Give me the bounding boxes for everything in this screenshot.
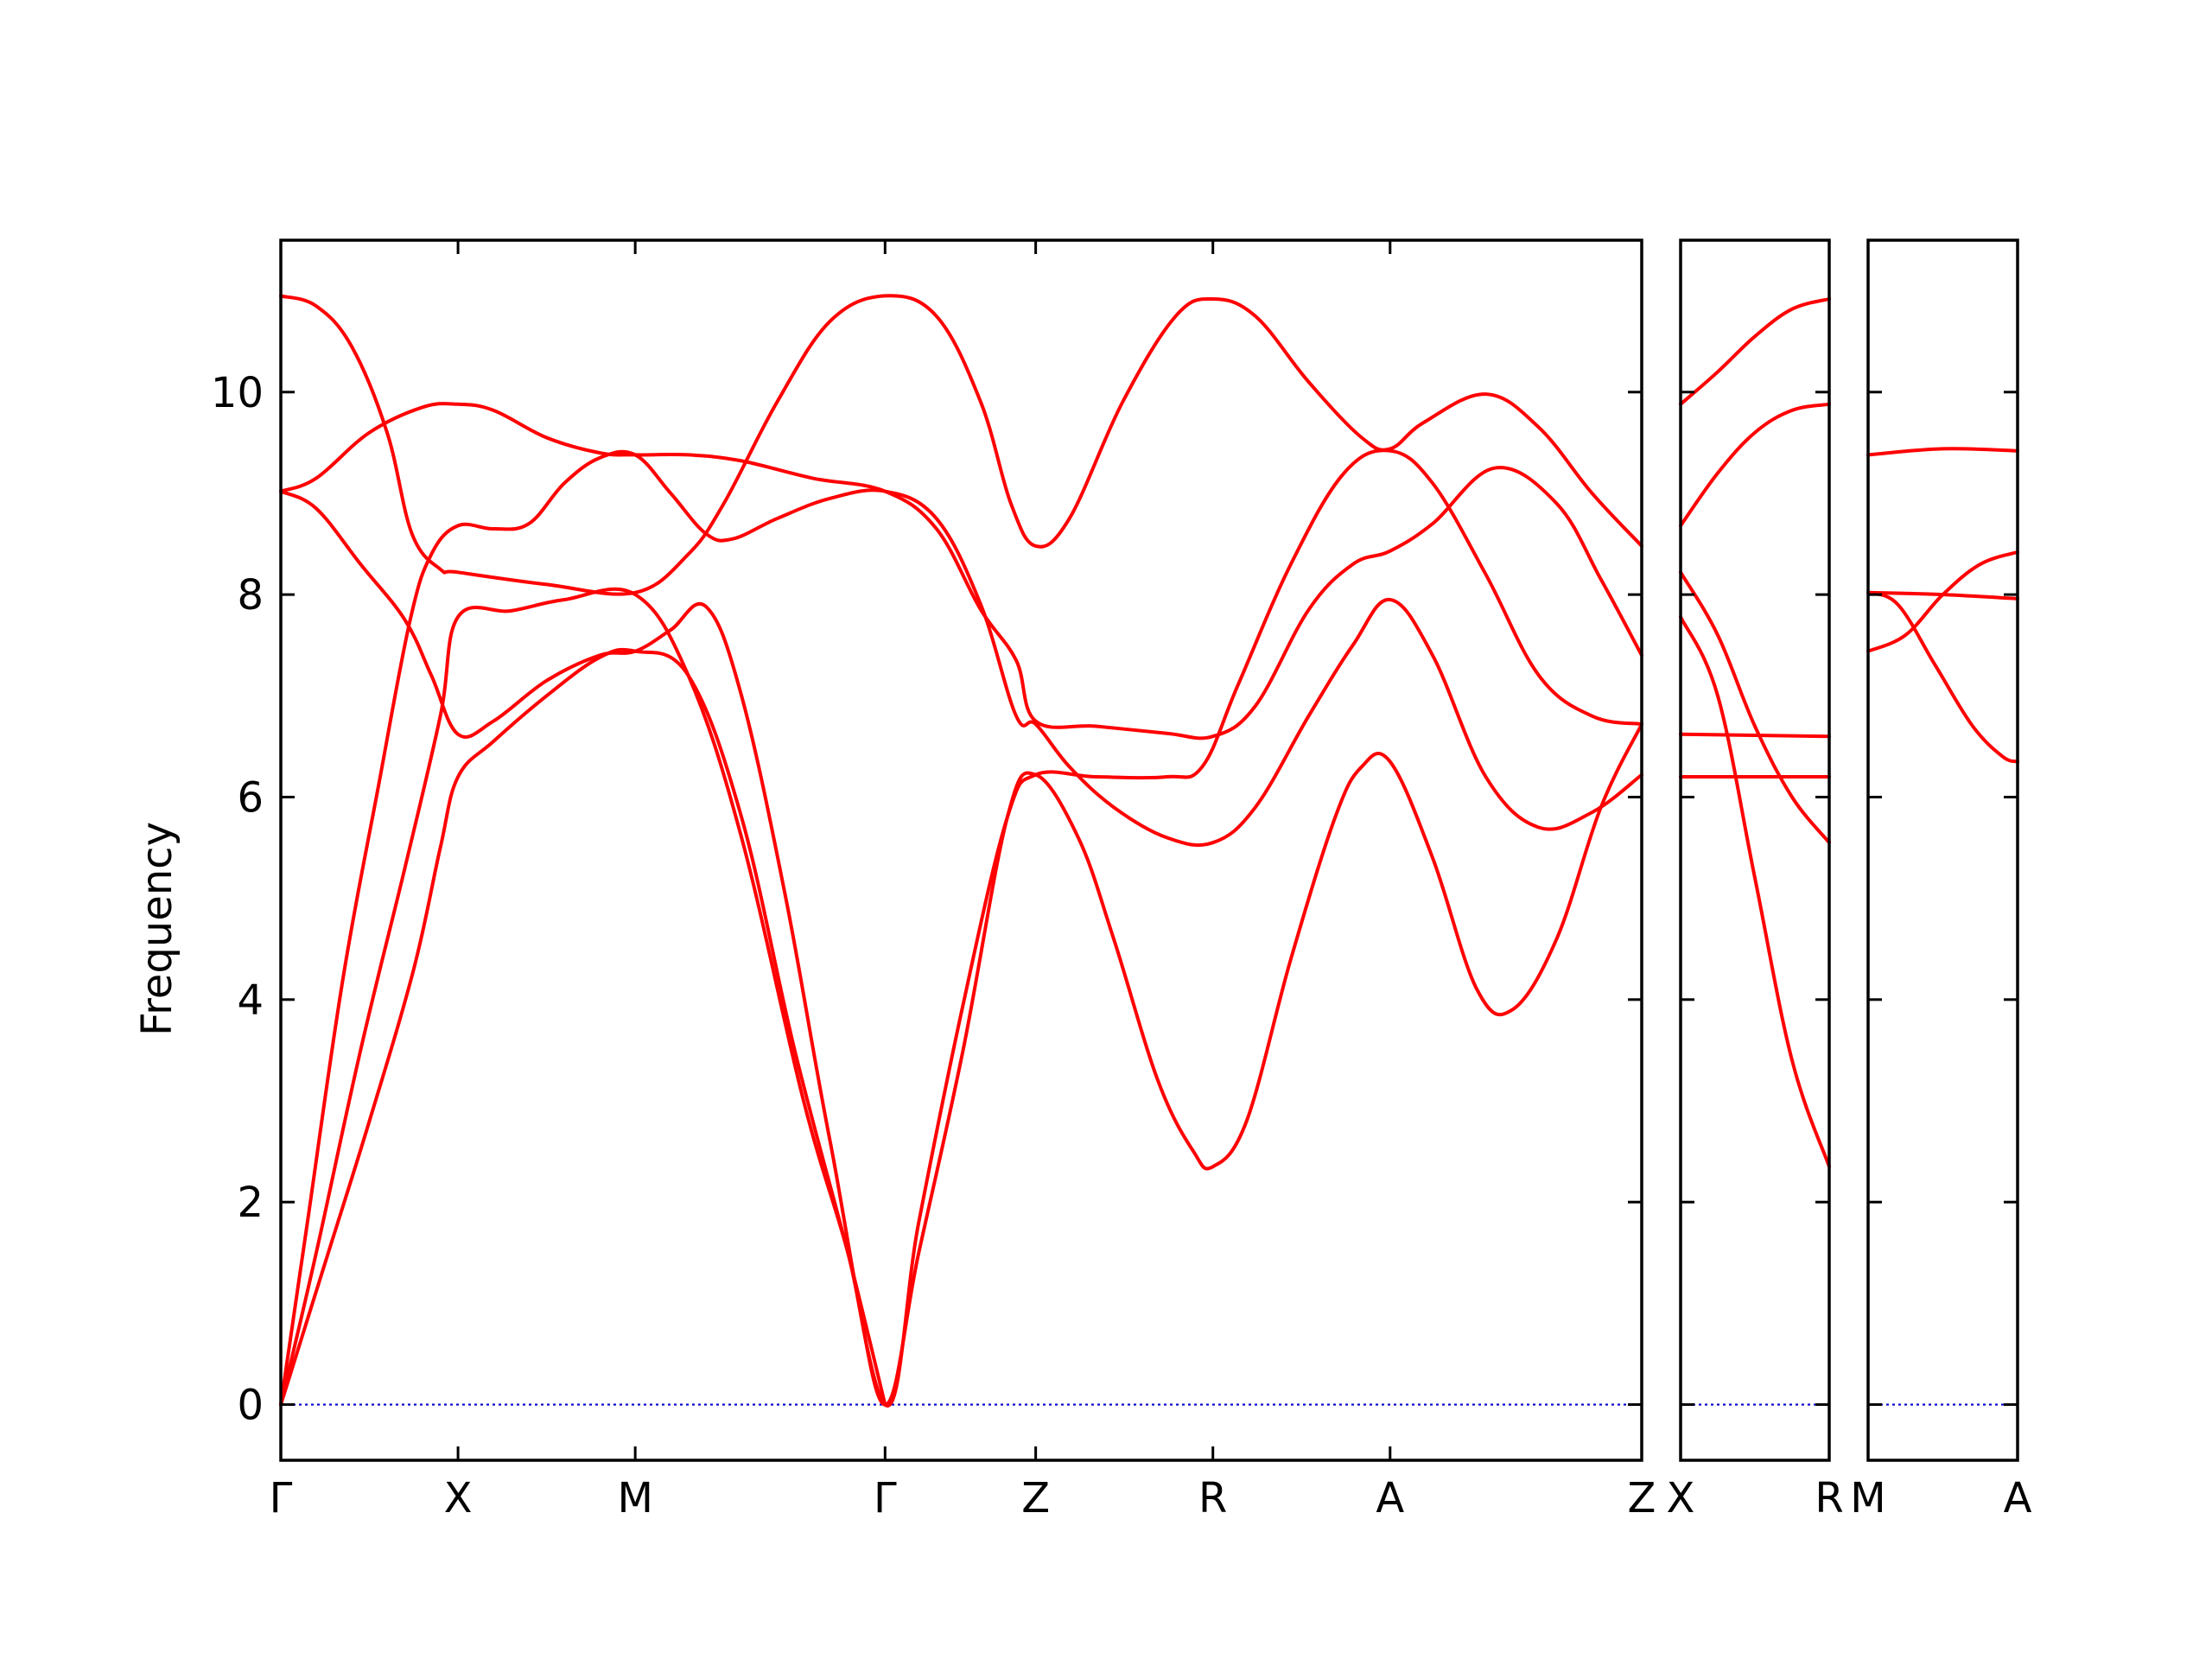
kpoint-label-R: R (1815, 1474, 1843, 1522)
band-line-X-R-2 (1679, 402, 1831, 528)
panel-main: 0 2 4 6 8 10 Γ X M Γ Z R A Z (211, 238, 1656, 1522)
band-line-main-2 (279, 402, 1643, 741)
band-line-M-A-4 (1866, 590, 2019, 764)
band-line-main-5 (279, 587, 1643, 1407)
y-tick-label: 4 (237, 976, 264, 1025)
kpoint-label-Γ: Γ (874, 1474, 897, 1522)
y-axis-label: Frequency (133, 822, 181, 1036)
kpoint-label-Z: Z (1021, 1474, 1050, 1522)
band-line-main-4 (279, 449, 1643, 1407)
kpoint-label-Z: Z (1628, 1474, 1656, 1522)
band-line-X-R-4 (1679, 614, 1831, 1169)
kpoint-label-A: A (2004, 1474, 2032, 1522)
kpoint-label-M: M (1850, 1474, 1885, 1522)
kpoint-label-R: R (1198, 1474, 1227, 1522)
kpoint-label-X: X (444, 1474, 473, 1522)
kpoint-label-Γ: Γ (270, 1474, 293, 1522)
band-line-X-R-3 (1679, 570, 1831, 845)
band-line-main-6 (279, 647, 887, 1407)
panel-frame (1866, 238, 2019, 1462)
kpoint-label-X: X (1667, 1474, 1695, 1522)
kpoint-label-M: M (617, 1474, 652, 1522)
band-line-X-R-1 (1679, 297, 1831, 406)
y-tick-label: 2 (237, 1179, 264, 1227)
band-line-M-A-1 (1866, 447, 2019, 457)
y-tick-label: 0 (237, 1382, 264, 1430)
y-tick-label: 8 (237, 571, 264, 620)
panel-frame (279, 238, 1643, 1462)
band-line-M-A-3 (1866, 590, 2019, 601)
band-line-main-3 (279, 448, 1643, 1408)
y-tick-label: 10 (211, 369, 264, 417)
band-line-X-R-5 (1679, 732, 1831, 739)
panel-frame (1679, 238, 1831, 1462)
band-line-main-1 (279, 294, 1643, 596)
kpoint-label-A: A (1376, 1474, 1404, 1522)
y-tick-label: 6 (237, 773, 264, 822)
band-line-M-A-2 (1866, 550, 2019, 653)
